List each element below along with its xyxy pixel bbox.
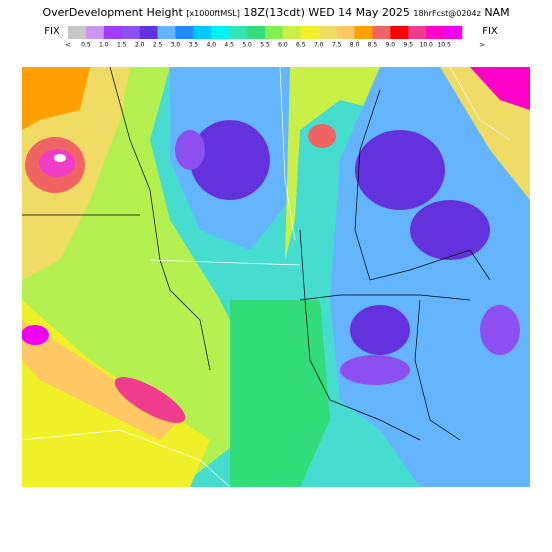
color-swatch bbox=[354, 26, 373, 39]
color-swatch bbox=[300, 26, 320, 39]
color-label: 6.5 bbox=[296, 42, 306, 49]
color-label: 1.0 bbox=[99, 42, 109, 49]
color-swatch bbox=[426, 26, 445, 39]
color-label: 10.0 bbox=[420, 42, 434, 49]
fix-label: FIX bbox=[44, 26, 60, 37]
title-part: 18hrFcst@0204z bbox=[413, 9, 480, 18]
color-swatch bbox=[85, 26, 105, 39]
title-part: OverDevelopment Height bbox=[42, 6, 183, 19]
color-swatch bbox=[336, 26, 355, 39]
color-label: 1.5 bbox=[117, 42, 127, 49]
color-label: 4.0 bbox=[206, 42, 216, 49]
fix-label: FIX bbox=[482, 26, 498, 37]
color-label: 6.0 bbox=[278, 42, 288, 49]
color-label: 5.5 bbox=[260, 42, 270, 49]
color-label: 9.0 bbox=[386, 42, 396, 49]
color-swatch bbox=[139, 26, 158, 39]
color-label: 2.0 bbox=[135, 42, 145, 49]
color-swatch bbox=[103, 26, 123, 39]
color-swatch bbox=[68, 26, 87, 39]
color-swatch bbox=[408, 26, 427, 39]
color-swatch bbox=[157, 26, 176, 39]
arrow-label: > bbox=[479, 41, 485, 49]
title-part: 18Z(13cdt) bbox=[243, 6, 304, 19]
color-swatch bbox=[282, 26, 302, 39]
color-swatch bbox=[193, 26, 212, 39]
color-swatch bbox=[229, 26, 248, 39]
color-label: 8.5 bbox=[368, 42, 378, 49]
arrow-label: < bbox=[65, 41, 71, 49]
color-label: 7.5 bbox=[332, 42, 342, 49]
color-label: 0.5 bbox=[81, 42, 91, 49]
color-label: 4.5 bbox=[224, 42, 234, 49]
color-swatch bbox=[372, 26, 391, 39]
color-label: 3.5 bbox=[189, 42, 199, 49]
title-part: [x1000ftMSL] bbox=[186, 9, 240, 18]
color-swatch bbox=[390, 26, 409, 39]
color-swatch bbox=[121, 26, 140, 39]
color-swatch bbox=[318, 26, 337, 39]
title: OverDevelopment Height [x1000ftMSL] 18Z(… bbox=[42, 6, 509, 19]
color-label: 9.5 bbox=[403, 42, 413, 49]
color-label: 2.5 bbox=[153, 42, 163, 49]
color-swatch bbox=[265, 26, 284, 39]
color-swatch bbox=[211, 26, 230, 39]
color-swatch bbox=[247, 26, 266, 39]
title-part: NAM bbox=[484, 6, 509, 19]
color-bar: 0.5 1.0 1.5 2.0 2.5 3.0 3.5 4.0 4.5 5.0 5.5 6.0 6.5 7… bbox=[68, 26, 463, 49]
color-label: 5.0 bbox=[242, 42, 252, 49]
map bbox=[21, 66, 530, 488]
title-part: WED 14 May 2025 bbox=[308, 6, 410, 19]
color-label: 8.0 bbox=[350, 42, 360, 49]
color-swatch bbox=[444, 26, 463, 39]
color-label: 3.0 bbox=[171, 42, 181, 49]
color-label: 7.0 bbox=[314, 42, 324, 49]
color-swatch bbox=[175, 26, 194, 39]
color-label: 10.5 bbox=[437, 42, 451, 49]
